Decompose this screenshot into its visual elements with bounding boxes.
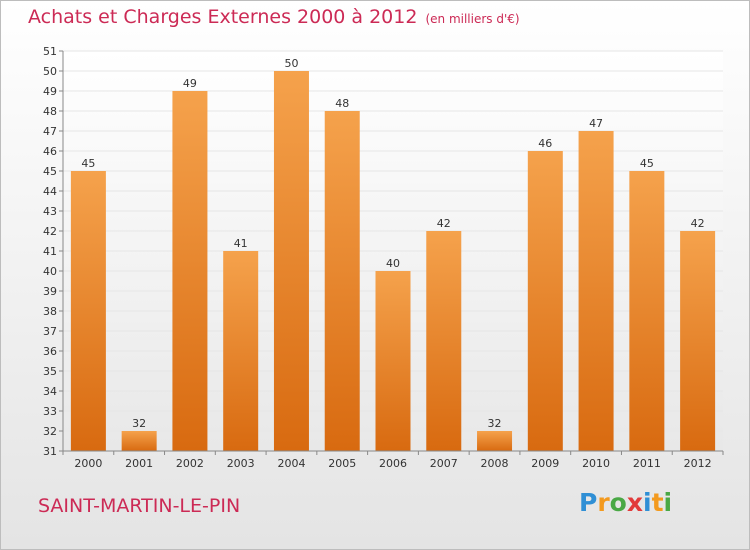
bar (629, 171, 665, 451)
x-tick-label: 2012 (684, 457, 712, 470)
chart-title: Achats et Charges Externes 2000 à 2012 (e… (28, 6, 520, 28)
y-tick-label: 36 (43, 345, 57, 358)
y-tick-label: 38 (43, 305, 57, 318)
y-tick-label: 42 (43, 225, 57, 238)
bar (121, 431, 157, 451)
bar-value-label: 32 (488, 417, 502, 430)
y-tick-label: 31 (43, 445, 57, 458)
logo-letter: t (651, 488, 664, 517)
y-tick-label: 35 (43, 365, 57, 378)
y-tick-label: 33 (43, 405, 57, 418)
logo-letter: o (609, 488, 627, 517)
bar-value-label: 50 (284, 57, 298, 70)
bar (680, 231, 716, 451)
y-tick-label: 37 (43, 325, 57, 338)
bar (223, 251, 259, 451)
bar-value-label: 45 (640, 157, 654, 170)
y-tick-label: 32 (43, 425, 57, 438)
bar-value-label: 47 (589, 117, 603, 130)
y-tick-label: 47 (43, 125, 57, 138)
y-tick-label: 48 (43, 105, 57, 118)
x-tick-label: 2002 (176, 457, 204, 470)
bar-value-label: 45 (81, 157, 95, 170)
x-tick-label: 2000 (74, 457, 102, 470)
y-tick-label: 50 (43, 65, 57, 78)
bar (477, 431, 513, 451)
bar (273, 71, 309, 451)
y-tick-label: 51 (43, 45, 57, 58)
y-axis: 31 32 33 34 35 36 37 38 39 40 41 42 43 44 45 46 47 48 49 50… (43, 45, 64, 458)
bar (70, 171, 106, 451)
y-tick-label: 45 (43, 165, 57, 178)
bar (375, 271, 411, 451)
logo-letter: i (663, 488, 673, 517)
x-tick-label: 2006 (379, 457, 407, 470)
y-tick-label: 43 (43, 205, 57, 218)
x-tick-label: 2010 (582, 457, 610, 470)
y-tick-label: 49 (43, 85, 57, 98)
bar (172, 91, 208, 451)
proxiti-logo[interactable]: Proxiti (579, 488, 672, 517)
x-tick-label: 2007 (430, 457, 458, 470)
x-tick-label: 2001 (125, 457, 153, 470)
bar (527, 151, 563, 451)
y-tick-label: 34 (43, 385, 57, 398)
y-tick-label: 41 (43, 245, 57, 258)
bar-value-label: 40 (386, 257, 400, 270)
bar-value-label: 46 (538, 137, 552, 150)
x-tick-label: 2005 (328, 457, 356, 470)
bar-value-label: 32 (132, 417, 146, 430)
x-tick-label: 2008 (481, 457, 509, 470)
bar-value-label: 41 (234, 237, 248, 250)
bar-value-label: 42 (437, 217, 451, 230)
x-tick-label: 2009 (531, 457, 559, 470)
bar-value-label: 42 (691, 217, 705, 230)
logo-letter: i (643, 488, 652, 517)
y-tick-label: 40 (43, 265, 57, 278)
commune-name: SAINT-MARTIN-LE-PIN (38, 495, 241, 517)
x-tick-label: 2004 (277, 457, 305, 470)
bar-value-label: 49 (183, 77, 197, 90)
title-unit: (en milliers d'€) (425, 12, 520, 26)
y-tick-label: 46 (43, 145, 57, 158)
bar (324, 111, 360, 451)
x-tick-label: 2011 (633, 457, 661, 470)
bar-value-label: 48 (335, 97, 349, 110)
logo-letter: r (597, 488, 610, 517)
title-text: Achats et Charges Externes 2000 à 2012 (28, 6, 418, 28)
bar (578, 131, 614, 451)
logo-letter: x (626, 488, 643, 517)
x-tick-label: 2003 (227, 457, 255, 470)
y-tick-label: 44 (43, 185, 57, 198)
x-axis: 2000 2001 2002 2003 2004 2005 2006 2007 2008 2009… (62, 450, 724, 470)
bar (426, 231, 462, 451)
y-tick-label: 39 (43, 285, 57, 298)
logo-letter: P (579, 488, 598, 517)
bars: 45 32 49 41 50 48 40 42 32 46 47 45 42 (70, 57, 716, 451)
